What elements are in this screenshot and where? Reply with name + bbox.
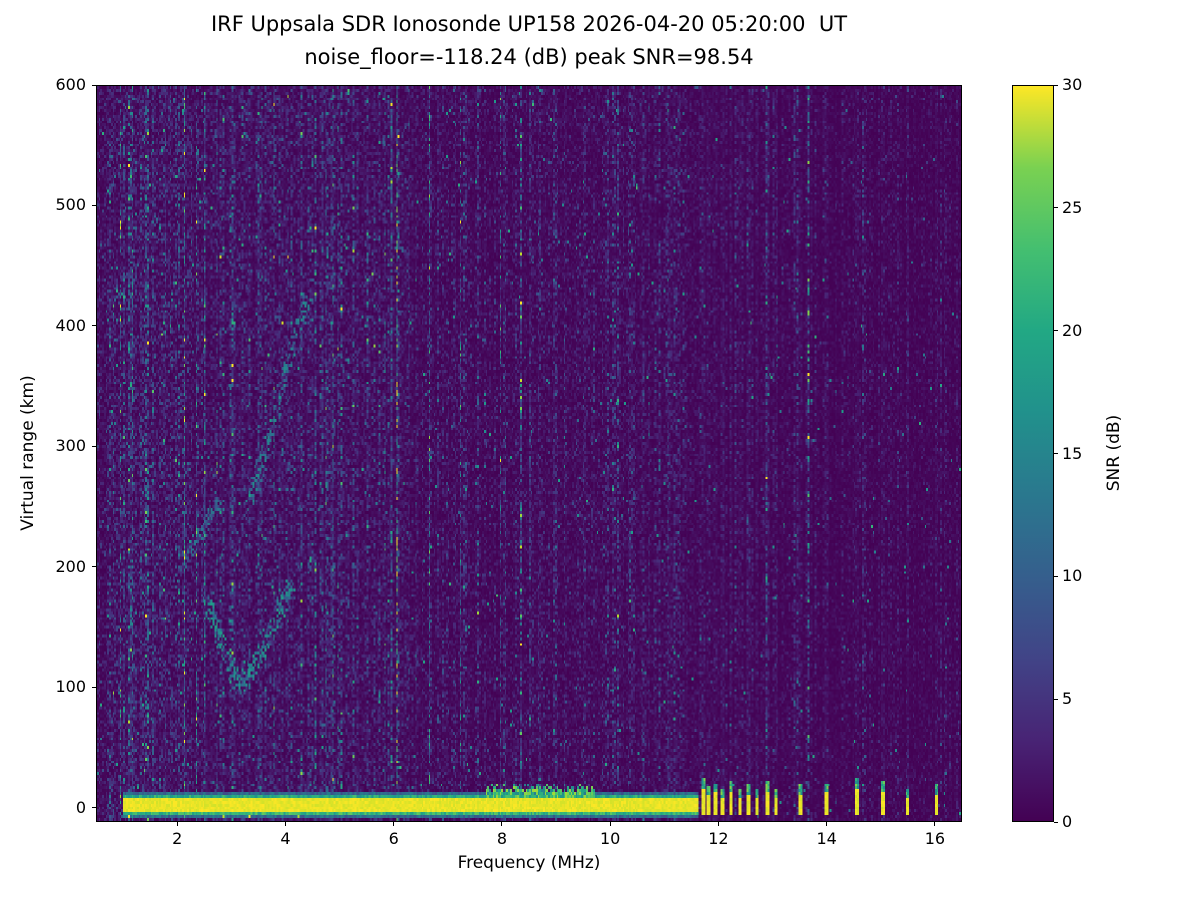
colorbar-tick-label: 5 — [1062, 689, 1073, 709]
y-tick-mark — [92, 204, 96, 206]
x-tick-mark — [284, 822, 286, 826]
x-tick-label: 8 — [496, 829, 508, 848]
x-tick-label: 16 — [924, 829, 946, 848]
x-tick-mark — [826, 822, 828, 826]
x-tick-label: 10 — [600, 829, 621, 848]
y-tick-mark — [92, 566, 96, 568]
x-tick-label: 4 — [280, 829, 291, 848]
y-tick-label: 200 — [55, 556, 86, 576]
x-tick-mark — [609, 822, 611, 826]
colorbar-tick-mark — [1054, 453, 1058, 454]
y-tick-label: 400 — [55, 315, 86, 335]
colorbar-tick-mark — [1054, 330, 1058, 332]
y-tick-label: 0 — [75, 797, 86, 817]
ionogram-heatmap-canvas — [97, 86, 961, 821]
plot-title: IRF Uppsala SDR Ionosonde UP158 2026-04-… — [210, 12, 848, 36]
x-tick-mark — [717, 822, 719, 826]
heatmap-plot-area — [96, 85, 962, 822]
y-tick-mark — [92, 325, 96, 327]
y-tick-mark — [92, 686, 96, 688]
colorbar-tick-label: 20 — [1062, 320, 1083, 340]
colorbar-tick-mark — [1054, 575, 1058, 577]
colorbar-tick-label: 25 — [1062, 197, 1083, 217]
x-axis-label: Frequency (MHz) — [457, 853, 601, 873]
colorbar — [1012, 85, 1054, 822]
x-tick-mark — [176, 822, 178, 826]
x-tick-label: 6 — [388, 829, 399, 848]
colorbar-label: SNR (dB) — [1104, 414, 1124, 492]
colorbar-tick-label: 15 — [1062, 443, 1083, 463]
colorbar-tick-mark — [1054, 821, 1058, 823]
y-tick-mark — [92, 445, 96, 447]
y-tick-label: 100 — [55, 677, 86, 697]
y-tick-mark — [92, 84, 96, 86]
plot-subtitle: noise_floor=-118.24 (dB) peak SNR=98.54 — [304, 45, 754, 69]
colorbar-tick-label: 0 — [1062, 812, 1073, 831]
colorbar-tick-mark — [1054, 84, 1058, 86]
x-tick-mark — [393, 822, 395, 826]
x-tick-label: 14 — [816, 829, 837, 848]
colorbar-tick-mark — [1054, 207, 1058, 209]
x-tick-mark — [934, 822, 936, 826]
x-tick-mark — [501, 822, 503, 826]
y-tick-mark — [92, 807, 96, 809]
y-tick-label: 600 — [55, 75, 86, 94]
x-tick-label: 12 — [708, 829, 729, 848]
colorbar-tick-label: 30 — [1062, 75, 1083, 94]
x-tick-label: 2 — [172, 829, 183, 848]
colorbar-tick-mark — [1054, 698, 1058, 700]
y-tick-label: 300 — [55, 436, 86, 456]
y-tick-label: 500 — [55, 195, 86, 215]
colorbar-tick-label: 10 — [1062, 566, 1083, 586]
